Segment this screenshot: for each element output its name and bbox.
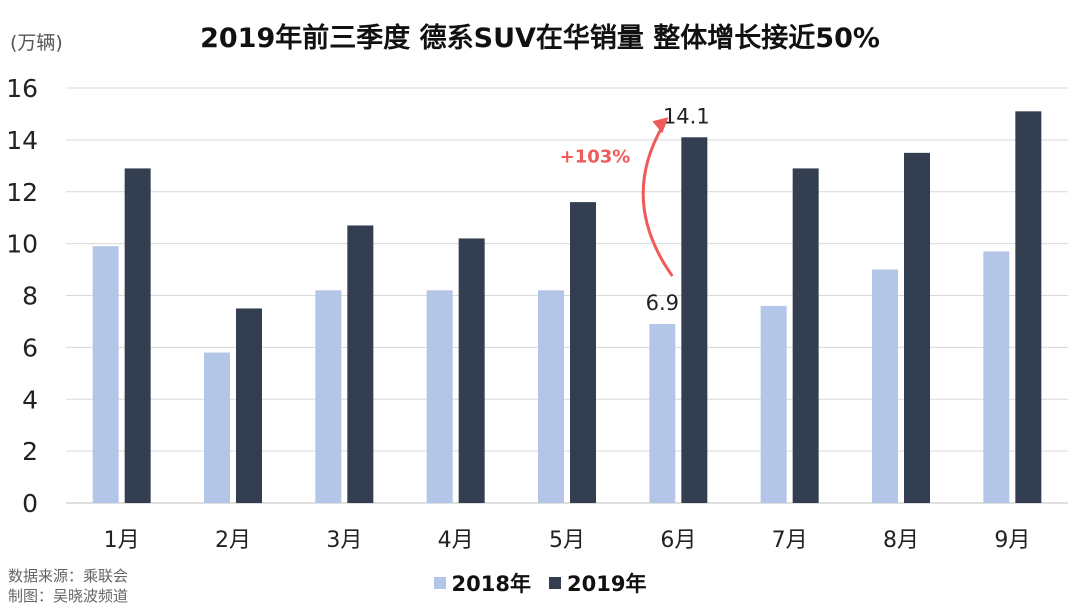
bar-2019	[681, 137, 708, 503]
bar-2018	[204, 352, 230, 503]
bar-2019	[570, 202, 596, 503]
legend-label-2019: 2019年	[567, 572, 647, 596]
growth-arrow	[641, 122, 674, 277]
bar-2018	[92, 246, 119, 503]
y-tick-label: 14	[6, 126, 38, 155]
y-tick-label: 0	[22, 489, 38, 518]
legend-swatch-2018	[433, 577, 446, 589]
source-note: 数据来源：乘联会 制图：吴晓波频道	[8, 566, 128, 606]
x-tick-label: 9月	[994, 528, 1030, 553]
y-tick-label: 10	[6, 230, 38, 259]
x-tick-label: 3月	[326, 528, 362, 553]
bar-2019	[458, 238, 485, 503]
source-line: 数据来源：乘联会	[8, 567, 129, 585]
x-tick-label: 8月	[883, 528, 919, 553]
x-tick-label: 7月	[772, 528, 808, 553]
bar-2018	[983, 251, 1010, 503]
bar-2018	[315, 290, 342, 503]
credit-line: 制图：吴晓波频道	[8, 587, 129, 605]
legend: 2018年 2019年	[0, 568, 1080, 598]
bar-2019	[347, 225, 374, 503]
y-tick-label: 2	[22, 437, 38, 466]
x-tick-label: 2月	[215, 528, 251, 553]
x-tick-label: 6月	[660, 528, 696, 553]
legend-label-2018: 2018年	[451, 572, 531, 596]
growth-percent-label: +103%	[560, 146, 631, 167]
bar-2019	[124, 168, 151, 503]
legend-swatch-2019	[549, 577, 561, 589]
data-label-2019: 14.1	[663, 104, 710, 128]
bar-2019	[904, 152, 930, 503]
chart-title: 2019年前三季度 德系SUV在华销量 整体增长接近50%	[200, 23, 880, 54]
x-tick-label: 5月	[549, 528, 585, 553]
bar-2018	[649, 324, 676, 503]
bar-2019	[236, 308, 262, 503]
bar-2018	[426, 290, 453, 503]
bar-2019	[792, 168, 819, 503]
legend-item-2019: 2019年	[549, 568, 646, 598]
bar-2018	[760, 305, 787, 503]
x-tick-label: 1月	[104, 528, 140, 553]
legend-item-2018: 2018年	[433, 568, 531, 598]
data-label-2018: 6.9	[646, 291, 679, 315]
y-tick-label: 6	[22, 333, 38, 362]
y-tick-label: 8	[22, 282, 38, 311]
y-tick-label: 16	[6, 74, 38, 103]
bar-2018	[538, 290, 564, 503]
growth-arrowhead	[652, 117, 669, 134]
bar-2018	[872, 269, 898, 503]
y-unit-label: (万辆)	[10, 32, 63, 54]
bar-2019	[1015, 111, 1042, 503]
y-tick-label: 12	[6, 178, 38, 207]
x-tick-label: 4月	[438, 528, 474, 553]
y-tick-label: 4	[22, 385, 38, 414]
